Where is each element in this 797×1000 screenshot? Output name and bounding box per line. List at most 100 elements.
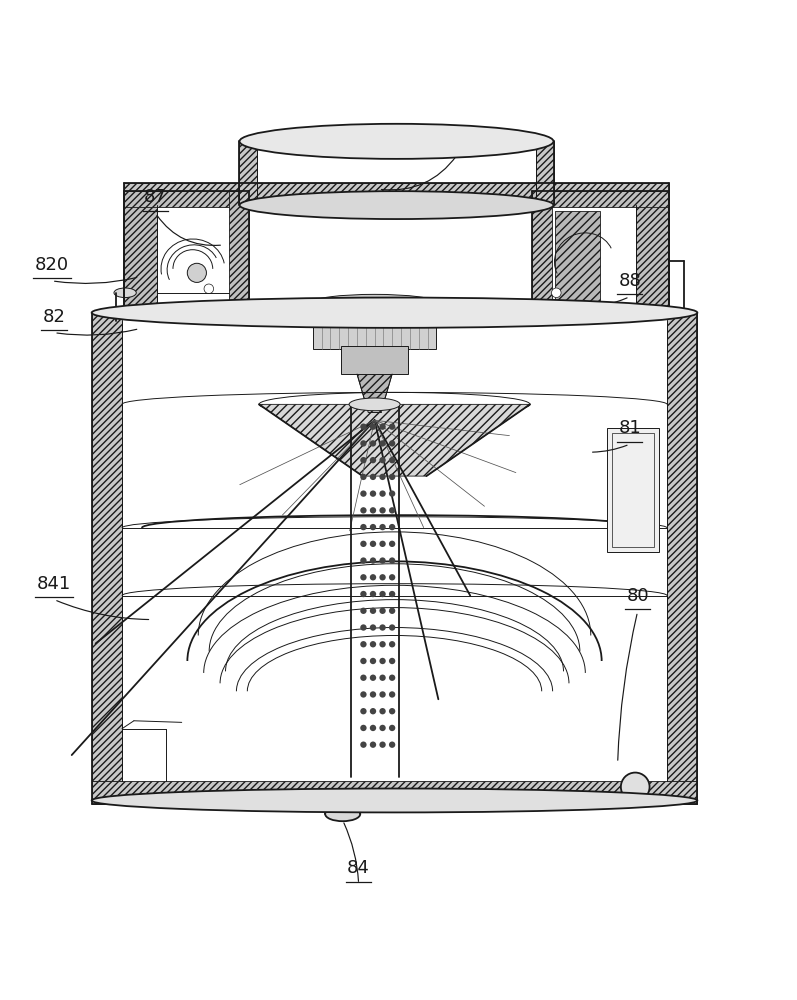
Circle shape <box>389 591 395 597</box>
Circle shape <box>379 691 386 698</box>
Circle shape <box>389 507 395 514</box>
Ellipse shape <box>325 807 360 821</box>
Circle shape <box>370 641 376 647</box>
Circle shape <box>379 557 386 564</box>
Circle shape <box>379 658 386 664</box>
Ellipse shape <box>92 789 697 812</box>
Polygon shape <box>667 313 697 781</box>
Circle shape <box>370 725 376 731</box>
Circle shape <box>389 658 395 664</box>
Circle shape <box>379 725 386 731</box>
Circle shape <box>621 773 650 801</box>
Circle shape <box>552 288 561 298</box>
Ellipse shape <box>325 798 360 811</box>
Circle shape <box>370 574 376 580</box>
Circle shape <box>379 574 386 580</box>
Circle shape <box>187 263 206 282</box>
Bar <box>341 346 408 374</box>
Circle shape <box>360 457 367 463</box>
Polygon shape <box>92 313 122 781</box>
Circle shape <box>360 641 367 647</box>
Text: 820: 820 <box>35 256 69 274</box>
Circle shape <box>370 691 376 698</box>
Polygon shape <box>357 374 392 412</box>
Circle shape <box>389 641 395 647</box>
Circle shape <box>360 507 367 514</box>
Circle shape <box>370 423 376 430</box>
Ellipse shape <box>239 191 553 219</box>
Circle shape <box>370 541 376 547</box>
Circle shape <box>360 574 367 580</box>
Circle shape <box>379 524 386 530</box>
Text: 87: 87 <box>144 188 167 206</box>
Circle shape <box>360 691 367 698</box>
Circle shape <box>389 474 395 480</box>
Text: 82: 82 <box>43 308 65 326</box>
Ellipse shape <box>312 294 437 310</box>
Circle shape <box>204 284 214 294</box>
Polygon shape <box>636 191 669 313</box>
Circle shape <box>389 557 395 564</box>
Circle shape <box>379 624 386 631</box>
Circle shape <box>370 675 376 681</box>
Circle shape <box>370 608 376 614</box>
Circle shape <box>370 624 376 631</box>
Circle shape <box>370 591 376 597</box>
Polygon shape <box>124 191 157 313</box>
Bar <box>312 302 437 349</box>
Circle shape <box>389 741 395 748</box>
Text: 83: 83 <box>447 128 469 146</box>
Circle shape <box>389 524 395 530</box>
Circle shape <box>389 725 395 731</box>
Ellipse shape <box>239 124 553 159</box>
Circle shape <box>370 708 376 714</box>
Circle shape <box>389 675 395 681</box>
Circle shape <box>389 708 395 714</box>
Ellipse shape <box>92 298 697 328</box>
Circle shape <box>379 591 386 597</box>
Circle shape <box>360 490 367 497</box>
Circle shape <box>370 440 376 447</box>
Circle shape <box>379 675 386 681</box>
Circle shape <box>360 658 367 664</box>
Polygon shape <box>124 183 157 317</box>
Polygon shape <box>532 191 669 207</box>
Bar <box>612 433 654 547</box>
Circle shape <box>379 708 386 714</box>
Text: 84: 84 <box>347 859 370 877</box>
Circle shape <box>379 641 386 647</box>
Polygon shape <box>636 183 669 317</box>
Polygon shape <box>532 191 552 313</box>
Circle shape <box>360 675 367 681</box>
Circle shape <box>370 474 376 480</box>
Polygon shape <box>124 191 249 207</box>
Circle shape <box>360 474 367 480</box>
Circle shape <box>360 608 367 614</box>
Circle shape <box>379 490 386 497</box>
Circle shape <box>370 741 376 748</box>
Polygon shape <box>229 191 249 313</box>
Circle shape <box>360 708 367 714</box>
Circle shape <box>379 474 386 480</box>
Circle shape <box>379 608 386 614</box>
Circle shape <box>389 624 395 631</box>
Text: 81: 81 <box>618 419 641 437</box>
Text: 80: 80 <box>626 587 649 605</box>
Circle shape <box>360 524 367 530</box>
Bar <box>607 428 659 552</box>
Polygon shape <box>259 404 530 476</box>
Circle shape <box>360 624 367 631</box>
Ellipse shape <box>349 398 400 411</box>
Circle shape <box>379 423 386 430</box>
Polygon shape <box>555 211 600 301</box>
Circle shape <box>370 507 376 514</box>
Circle shape <box>389 541 395 547</box>
Text: 841: 841 <box>37 575 71 593</box>
Circle shape <box>389 423 395 430</box>
Circle shape <box>370 557 376 564</box>
Circle shape <box>379 741 386 748</box>
Polygon shape <box>124 183 669 205</box>
Circle shape <box>360 741 367 748</box>
Polygon shape <box>92 781 697 804</box>
Ellipse shape <box>114 288 136 298</box>
